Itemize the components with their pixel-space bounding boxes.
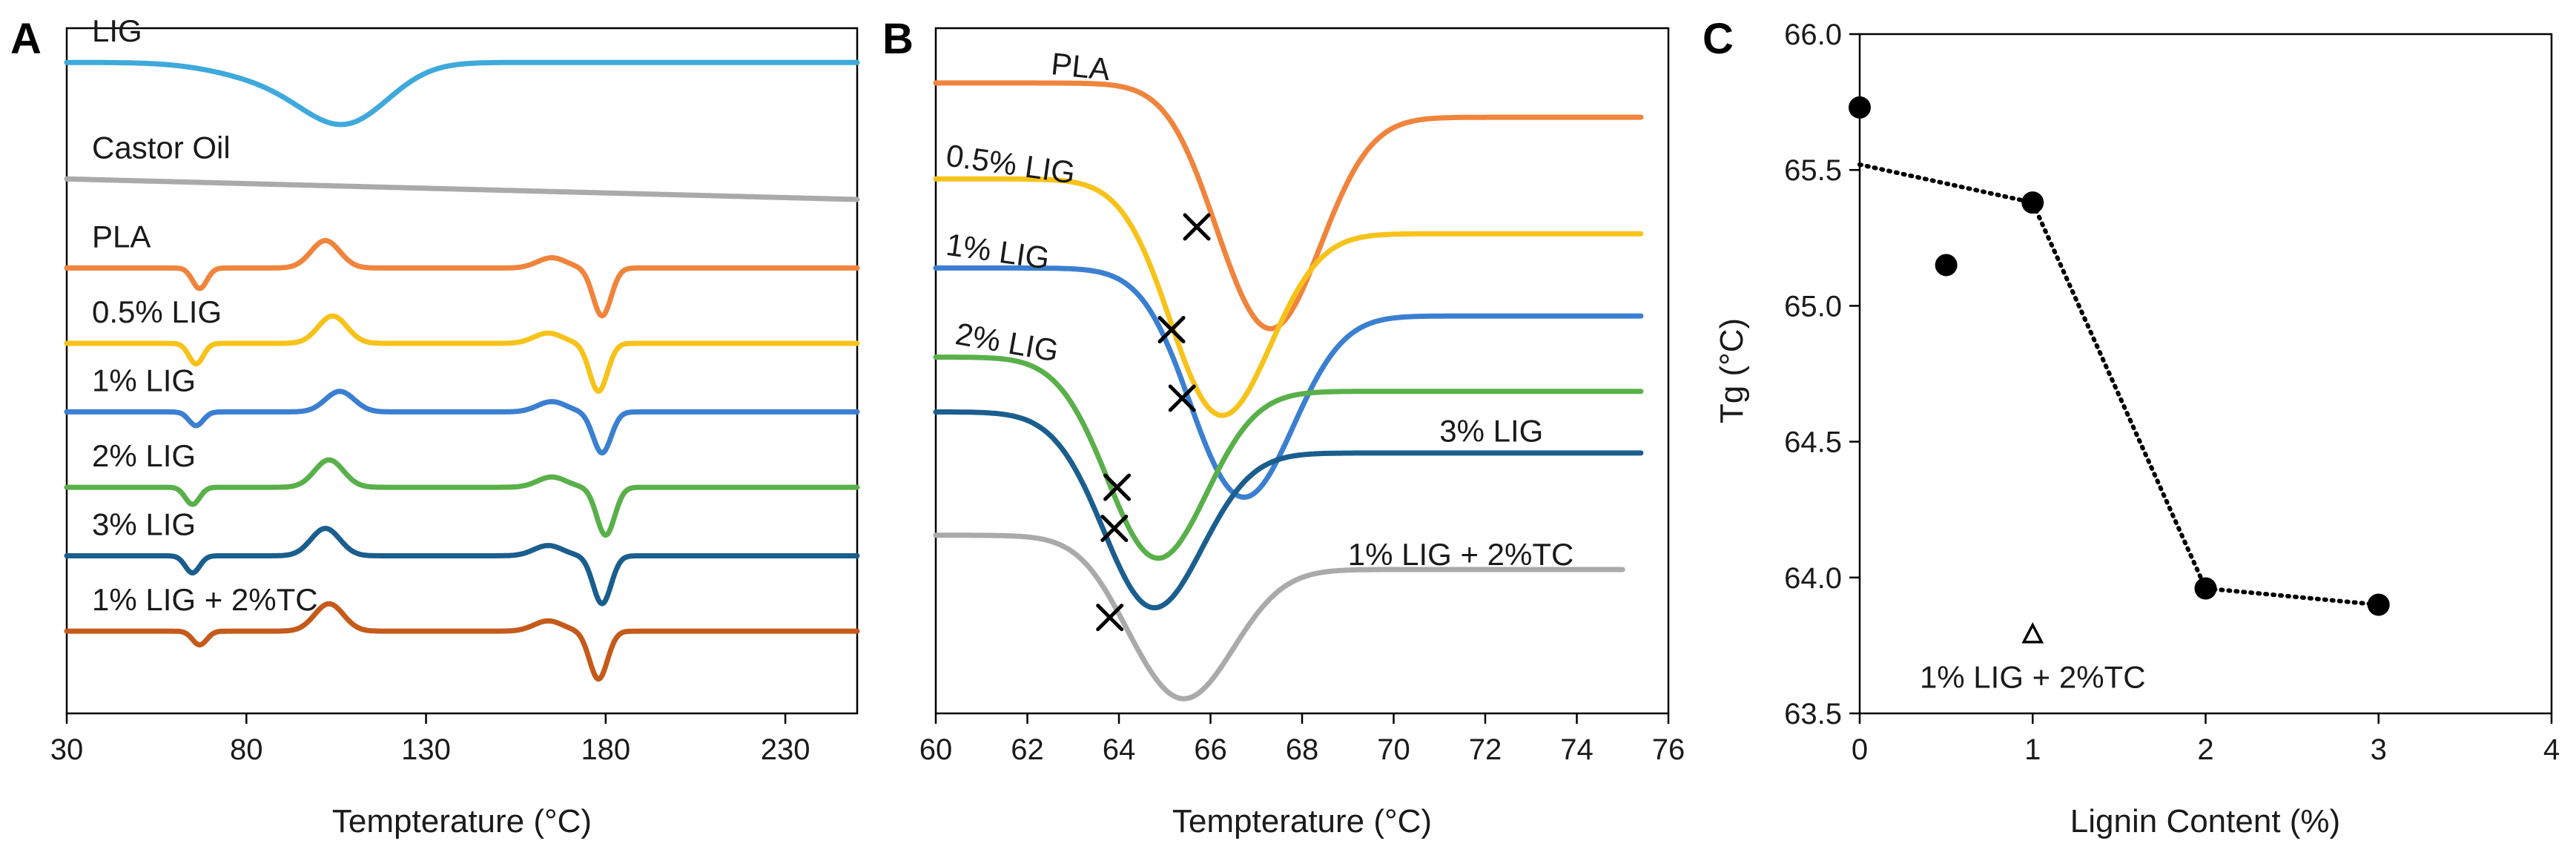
c-y-tick-label: 64.0 — [1784, 562, 1842, 595]
b-tick-label: 66 — [1194, 733, 1227, 766]
a-tick-label: 180 — [581, 733, 630, 766]
c-x-tick-label: 3 — [2371, 733, 2387, 766]
c-y-tick-label: 65.0 — [1784, 290, 1842, 323]
b-curve-3-lig — [933, 409, 1644, 610]
panel-c-frame — [1858, 33, 2553, 715]
b-curve-0-5-lig — [933, 176, 1644, 418]
c-y-tick-label: 65.5 — [1784, 154, 1842, 187]
panel-a-xlabel: Tempterature (°C) — [332, 803, 592, 839]
a-curve-1-lig — [64, 389, 860, 456]
b-tg-mark-1-lig — [1168, 384, 1196, 412]
b-tick-label: 76 — [1652, 733, 1685, 766]
b-curve-1-lig-2-tc — [933, 532, 1625, 702]
b-label-1-lig-2-tc: 1% LIG + 2%TC — [1348, 537, 1574, 572]
c-data-point — [2194, 577, 2217, 600]
a-tick-label: 30 — [50, 733, 84, 766]
b-tg-mark-pla — [1183, 213, 1211, 241]
b-curve-1-lig — [933, 265, 1644, 500]
panel-c-ylabel: Tg (°C) — [1714, 318, 1750, 423]
c-y-tick-label: 63.5 — [1784, 698, 1842, 730]
c-x-tick-label: 4 — [2543, 733, 2560, 766]
c-special-point — [2021, 621, 2044, 644]
b-label-3-lig: 3% LIG — [1439, 413, 1543, 448]
c-trend-line — [1857, 162, 2381, 607]
a-label-3-lig: 3% LIG — [92, 506, 196, 541]
b-tg-mark-2-lig — [1103, 473, 1132, 501]
a-curve-3-lig — [64, 526, 860, 607]
a-label-lig: LIG — [92, 13, 142, 48]
panel-a-chart: 30 80 130 180 230 LIG Castor Oil PLA 0.5% LIG 1%… — [50, 13, 860, 839]
c-data-point — [1935, 254, 1958, 277]
b-tg-mark-0-5-lig — [1157, 316, 1186, 344]
c-x-tick-label: 2 — [2197, 733, 2213, 766]
c-x-tick-label: 1 — [2024, 733, 2041, 766]
a-curve-1-lig-2-tc — [64, 601, 860, 682]
c-data-point — [2021, 191, 2044, 214]
a-curve-0-5-lig — [64, 313, 860, 395]
b-tg-mark-1-lig-2-tc — [1096, 604, 1124, 632]
panel-a-frame — [65, 27, 859, 715]
a-tick-label: 230 — [761, 733, 810, 766]
b-tick-label: 70 — [1377, 733, 1410, 766]
panel-b-xlabel: Tempterature (°C) — [1172, 803, 1432, 839]
panel-letter-a: A — [10, 15, 42, 63]
b-tick-label: 60 — [919, 733, 953, 766]
b-label-pla: PLA — [1049, 46, 1112, 87]
a-label-castor-oil: Castor Oil — [92, 130, 231, 165]
a-curve-lig — [64, 59, 860, 128]
c-data-point — [1849, 96, 1871, 119]
a-curve-castor-oil — [64, 176, 860, 202]
a-tick-label: 80 — [230, 733, 263, 766]
b-tick-label: 64 — [1103, 733, 1136, 766]
a-label-1-lig: 1% LIG — [92, 363, 196, 397]
a-label-1-lig-2-tc: 1% LIG + 2%TC — [92, 582, 318, 617]
a-tick-label: 130 — [401, 733, 451, 766]
c-y-tick-label: 66.0 — [1784, 19, 1842, 51]
b-curve-pla — [933, 80, 1644, 331]
b-tg-mark-3-lig — [1100, 515, 1129, 543]
b-tick-label: 68 — [1286, 733, 1319, 766]
panel-letter-b: B — [882, 15, 914, 63]
c-x-tick-label: 0 — [1852, 733, 1868, 766]
b-tick-label: 62 — [1011, 733, 1044, 766]
panel-letter-c: C — [1703, 15, 1734, 63]
b-label-0-5-lig: 0.5% LIG — [944, 138, 1077, 191]
a-label-pla: PLA — [92, 219, 151, 254]
c-y-tick-label: 64.5 — [1784, 426, 1842, 459]
a-label-2-lig: 2% LIG — [92, 438, 196, 473]
b-tick-label: 72 — [1469, 733, 1502, 766]
b-curve-2-lig — [933, 354, 1644, 561]
panel-c-xlabel: Lignin Content (%) — [2070, 803, 2340, 839]
panel-b-frame — [934, 27, 1670, 715]
c-special-label: 1% LIG + 2%TC — [1920, 660, 2146, 695]
c-data-point — [2367, 593, 2390, 616]
a-curve-pla — [64, 237, 860, 319]
a-curve-2-lig — [64, 457, 860, 538]
a-label-0-5-lig: 0.5% LIG — [92, 294, 222, 329]
b-tick-label: 74 — [1560, 733, 1594, 766]
panel-c-chart: 0 1 2 3 4 63.5 64.0 64.5 65.0 65.5 66.0 1% LIG + 2… — [1714, 19, 2560, 839]
